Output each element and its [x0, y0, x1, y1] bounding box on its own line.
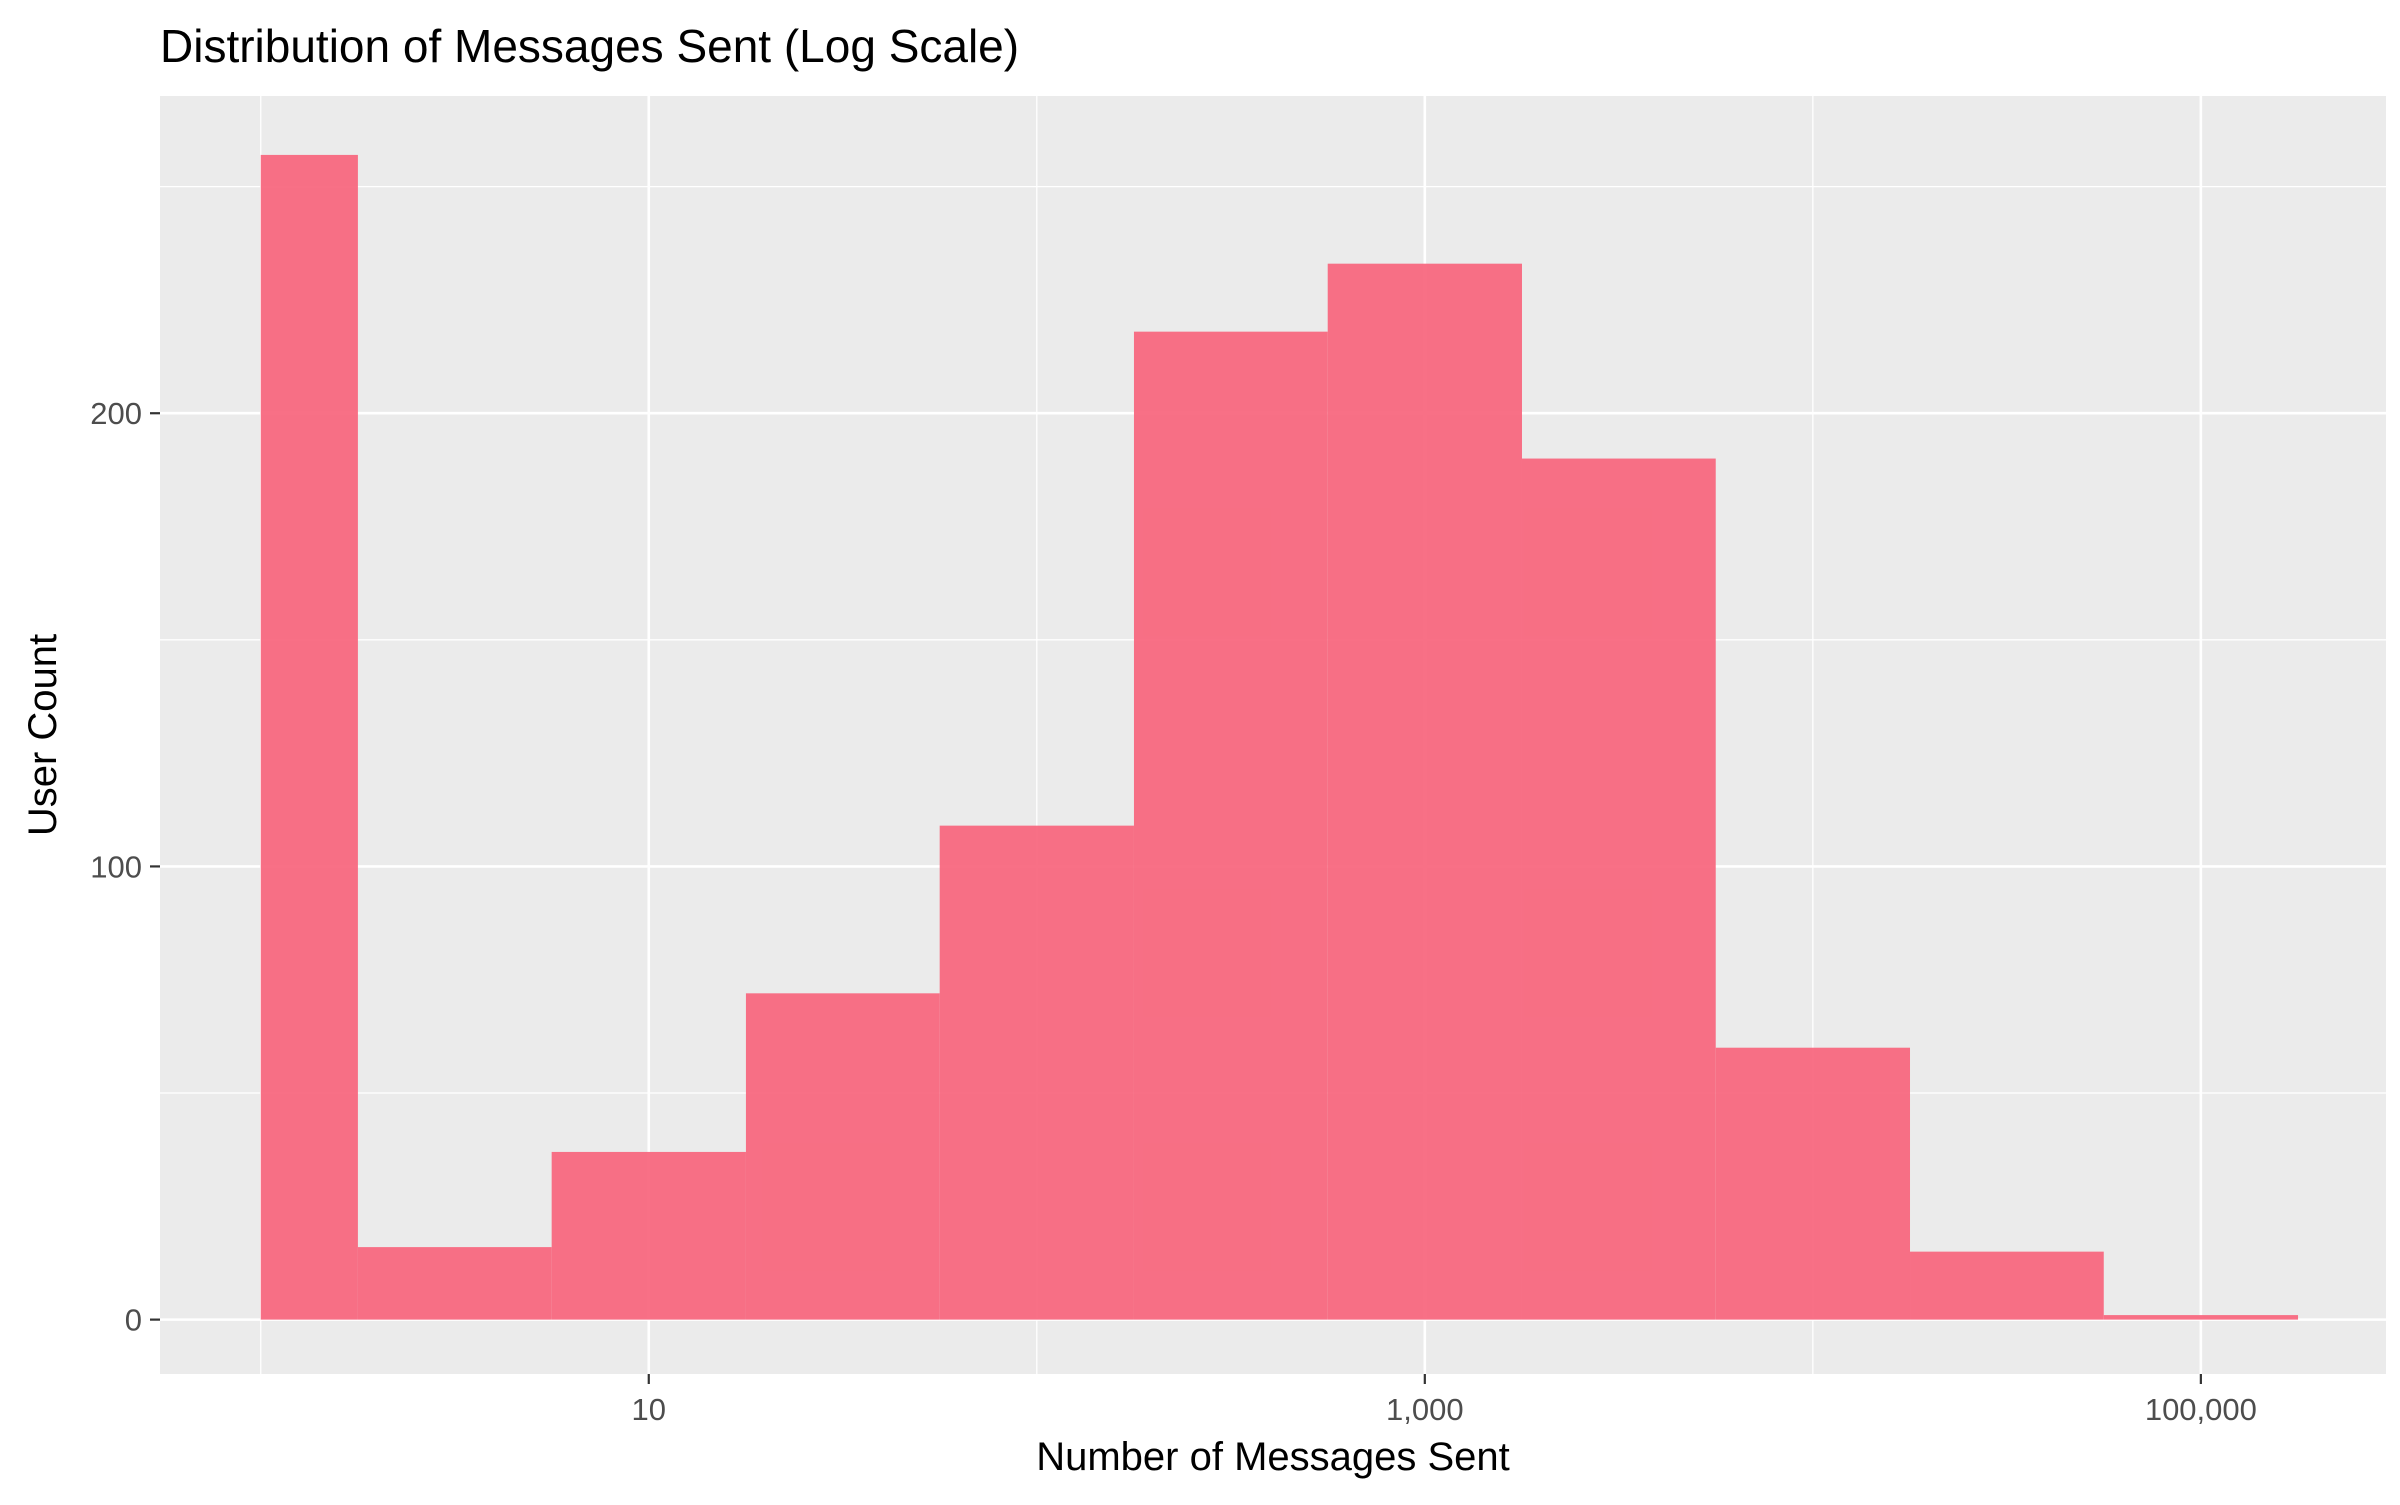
- histogram-bar: [1327, 263, 1522, 1320]
- histogram-bar: [1133, 331, 1328, 1320]
- x-tick-label: 10: [632, 1392, 666, 1427]
- x-tick-label: 100,000: [2145, 1392, 2257, 1427]
- axis-layer: 0 100 200 10 1,000 100,000: [90, 396, 2257, 1427]
- histogram-bar: [1715, 1047, 1911, 1320]
- histogram-bar: [939, 825, 1134, 1320]
- y-tick-label: 200: [90, 396, 142, 431]
- y-tick-label: 100: [90, 849, 142, 884]
- histogram-bar: [1910, 1251, 2104, 1320]
- histogram-bar: [2103, 1315, 2299, 1320]
- chart-title: Distribution of Messages Sent (Log Scale…: [160, 20, 1019, 72]
- histogram-bar: [260, 154, 358, 1320]
- x-tick-label: 1,000: [1386, 1392, 1464, 1427]
- x-axis-label: Number of Messages Sent: [1036, 1435, 1510, 1479]
- histogram-bar: [1521, 458, 1716, 1320]
- histogram-bar: [551, 1151, 746, 1320]
- histogram-bar: [357, 1247, 552, 1320]
- histogram-bar: [745, 993, 940, 1320]
- bar-layer: [260, 154, 2299, 1320]
- y-tick-label: 0: [125, 1303, 142, 1338]
- y-axis-label: User Count: [21, 634, 65, 836]
